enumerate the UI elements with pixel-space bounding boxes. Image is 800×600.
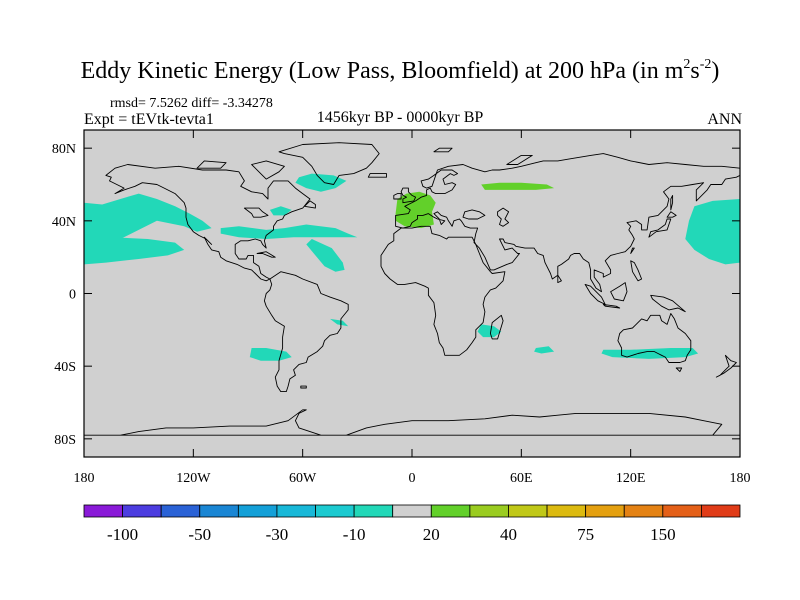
coastline-north-america — [105, 164, 311, 282]
colorbar-box — [662, 504, 702, 518]
coastline-africa — [380, 225, 506, 356]
region-hudson-blob — [269, 206, 292, 216]
y-tick-label: 40S — [54, 360, 76, 375]
coastline-great-lakes — [243, 207, 269, 218]
units-s: s — [690, 58, 700, 84]
axis-ticks: 180 120W 60W 0 60E 120E 180 80N 40N 0 40S 80S — [52, 130, 751, 486]
colorbar-label: -50 — [188, 525, 211, 544]
x-tick-label: 60E — [510, 471, 533, 486]
coastline-japan — [648, 218, 672, 238]
coastline-australia — [617, 313, 692, 363]
colorbar-label: 20 — [423, 525, 440, 544]
colorbar-label: -10 — [343, 525, 366, 544]
region-atlantic-tongue — [306, 239, 345, 272]
colorbar-label: 75 — [577, 525, 594, 544]
coastline-madagascar — [489, 314, 504, 340]
region-australia-band — [601, 348, 699, 359]
map-background — [84, 130, 740, 457]
units-exponent-1: 2 — [683, 57, 691, 72]
colorbar-box — [83, 504, 123, 518]
coastline-eurasia — [395, 153, 740, 293]
coastline-hokkaido — [666, 211, 677, 218]
x-tick-label: 180 — [730, 471, 751, 486]
coastline-sakhalin — [670, 194, 674, 211]
coastline-falklands — [300, 385, 307, 389]
colorbar-box — [392, 504, 432, 518]
colorbar-box — [160, 504, 201, 518]
coastline-black-sea — [462, 209, 486, 220]
region-mozambique — [477, 324, 502, 338]
coastline-iceland — [367, 173, 387, 178]
region-north-atlantic — [295, 173, 347, 192]
coastline-java — [602, 303, 621, 309]
experiment-label: Expt = tEVtk-tevta1 — [84, 111, 214, 128]
colorbar: -100 -50 -30 -10 20 40 75 150 — [83, 504, 741, 544]
chart-title-text: Eddy Kinetic Energy (Low Pass, Bloomfiel… — [80, 58, 684, 84]
y-tick-label: 80S — [54, 433, 76, 448]
coastline-great-britain — [400, 187, 417, 204]
colorbar-box — [276, 504, 316, 518]
y-tick-label: 40N — [52, 215, 76, 230]
coastline-ireland — [393, 193, 402, 200]
y-tick-label: 80N — [52, 142, 76, 157]
y-tick-label: 0 — [69, 288, 76, 303]
region-atlantic-band — [220, 224, 358, 239]
coastlines — [84, 142, 740, 436]
season-label: ANN — [707, 111, 742, 128]
x-tick-label: 0 — [409, 471, 416, 486]
coastline-philippines — [630, 260, 643, 282]
coastline-tasmania — [675, 367, 683, 373]
coastline-borneo — [610, 282, 628, 302]
colorbar-box — [508, 504, 548, 518]
region-western-europe — [395, 191, 436, 229]
coastline-taiwan — [630, 247, 635, 254]
colorbar-label: -30 — [266, 525, 289, 544]
colorbar-box — [353, 504, 394, 518]
colorbar-box — [623, 504, 664, 518]
region-indian-ocean — [534, 346, 555, 354]
x-tick-label: 180 — [74, 471, 95, 486]
coastline-sri-lanka — [557, 274, 562, 284]
coastline-svalbard — [433, 147, 453, 153]
stats-label: rmsd= 7.5262 diff= -3.34278 — [110, 96, 273, 111]
coastline-novaya-zemlya — [506, 154, 533, 165]
region-south-atlantic — [330, 318, 349, 327]
coastline-newfoundland — [304, 200, 316, 209]
coastline-cuba — [256, 251, 276, 258]
region-north-pacific — [84, 193, 212, 252]
coastline-greenland — [278, 142, 380, 185]
colorbar-box — [237, 504, 278, 518]
region-south-america-band — [249, 348, 292, 361]
units-close: ) — [711, 58, 720, 84]
colorbar-box — [701, 504, 741, 518]
anomaly-regions — [84, 173, 740, 361]
coastline-baffin — [251, 160, 285, 180]
colorbar-label: 150 — [650, 525, 676, 544]
colorbar-box — [122, 504, 162, 518]
chart-title: Eddy Kinetic Energy (Low Pass, Bloomfiel… — [0, 58, 800, 85]
colorbar-box — [585, 504, 625, 518]
region-pacific-subtropics — [84, 235, 185, 265]
x-tick-label: 60W — [289, 471, 317, 486]
coastline-south-america — [263, 271, 349, 393]
x-tick-label: 120W — [176, 471, 211, 486]
colorbar-box — [199, 504, 239, 518]
colorbar-label: -100 — [107, 525, 138, 544]
colorbar-box — [315, 504, 355, 518]
coastline-caspian — [497, 207, 510, 227]
x-tick-label: 120E — [616, 471, 646, 486]
colorbar-box — [430, 504, 471, 518]
colorbar-label: 40 — [500, 525, 517, 544]
colorbar-box — [546, 504, 587, 518]
coastline-new-guinea — [650, 294, 686, 313]
period-label: 1456kyr BP - 0000kyr BP — [316, 109, 484, 126]
coastline-new-zealand — [715, 354, 737, 378]
region-ural-band — [481, 182, 555, 190]
units-exponent-2: -2 — [699, 57, 712, 72]
region-west-pacific — [685, 199, 740, 265]
coastline-antarctica — [84, 409, 740, 436]
colorbar-box — [469, 504, 509, 518]
coastline-victoria-island — [196, 160, 227, 169]
